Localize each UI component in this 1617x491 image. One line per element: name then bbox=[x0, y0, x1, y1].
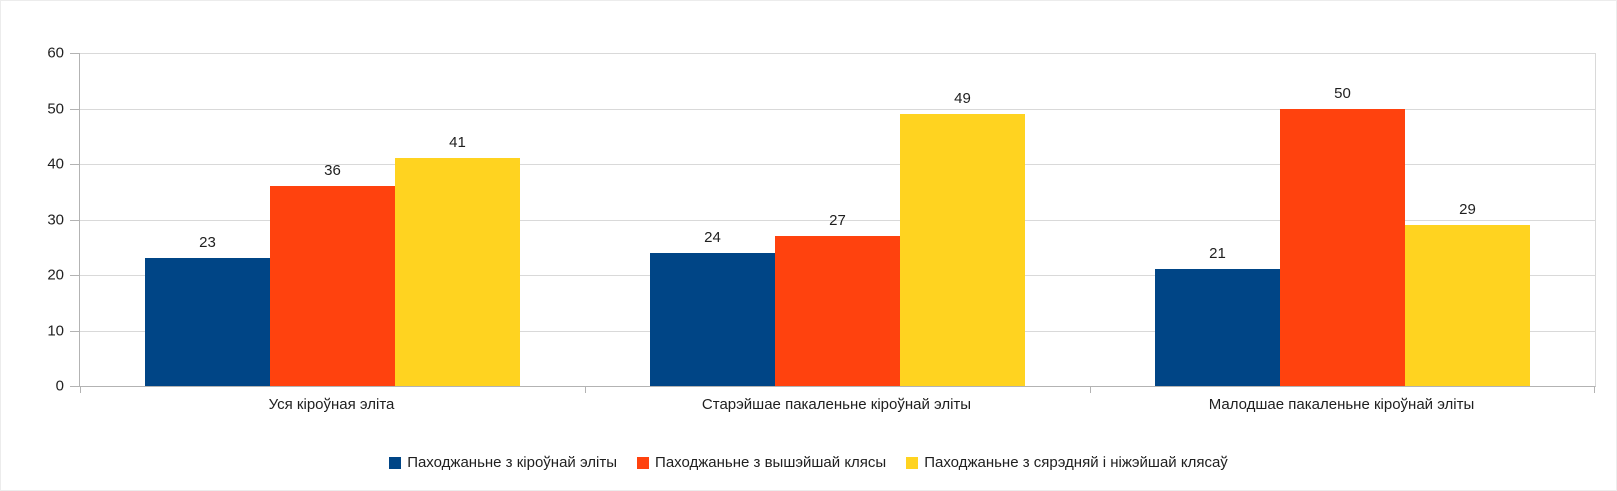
bar-series3-group2 bbox=[900, 114, 1025, 386]
bar-series1-group3 bbox=[1155, 269, 1280, 386]
plot-area: 0 10 20 30 40 50 60 23 36 41 24 27 49 21 50 29 bbox=[47, 45, 1596, 395]
legend-swatch-icon bbox=[637, 456, 650, 469]
y-axis-tick bbox=[70, 53, 79, 54]
data-label: 23 bbox=[199, 234, 216, 252]
legend-label: Паходжаньне з вышэйшай клясы bbox=[655, 454, 887, 471]
y-axis-tick bbox=[70, 330, 79, 332]
legend-swatch-icon bbox=[389, 456, 402, 469]
data-label: 29 bbox=[1459, 201, 1476, 219]
x-axis-tick bbox=[80, 386, 81, 393]
data-label: 41 bbox=[449, 134, 466, 152]
data-label: 27 bbox=[829, 212, 846, 230]
legend-item: Паходжаньне з вышэйшай клясы bbox=[637, 454, 886, 471]
y-axis-tick bbox=[70, 275, 79, 276]
category-label: Малодшае пакаленьне кіроўнай эліты bbox=[1208, 396, 1475, 413]
bar-series2-group1 bbox=[270, 186, 395, 386]
legend-item: Паходжаньне з кіроўнай эліты bbox=[389, 454, 617, 471]
category-label: Старэйшае пакаленьне кіроўнай эліты bbox=[701, 396, 972, 413]
y-axis-tick-label: 40 bbox=[47, 155, 64, 173]
legend-swatch-icon bbox=[906, 456, 919, 469]
y-axis-tick bbox=[70, 108, 79, 110]
bar-series1-group1 bbox=[145, 258, 270, 386]
bar-series2-group2 bbox=[775, 236, 900, 386]
y-axis-tick bbox=[70, 164, 79, 165]
data-label: 49 bbox=[954, 90, 971, 108]
data-label: 50 bbox=[1334, 84, 1351, 102]
gridline-y-40 bbox=[80, 164, 1595, 165]
data-label: 24 bbox=[704, 228, 721, 246]
x-axis-tick bbox=[585, 386, 586, 393]
y-axis-tick bbox=[70, 219, 79, 221]
y-axis-tick-label: 30 bbox=[47, 211, 64, 228]
legend-label: Паходжаньне з кіроўнай эліты bbox=[407, 454, 618, 471]
bar-series1-group2 bbox=[650, 252, 775, 386]
gridline-y-60 bbox=[80, 53, 1595, 54]
legend: Паходжаньне з кіроўнай эліты Паходжаньне … bbox=[1, 454, 1616, 471]
y-axis-tick bbox=[70, 386, 79, 387]
legend-item: Паходжаньне з сярэдняй і ніжэйшай клясаў bbox=[906, 454, 1228, 471]
category-label: Уся кіроўная эліта bbox=[268, 396, 395, 413]
y-axis-tick-label: 50 bbox=[47, 100, 64, 117]
y-axis-tick-label: 20 bbox=[47, 266, 64, 284]
y-axis-tick-label: 10 bbox=[47, 322, 64, 339]
y-axis-tick-label: 0 bbox=[55, 377, 64, 395]
data-label: 21 bbox=[1209, 245, 1226, 263]
gridline-y-50 bbox=[80, 108, 1595, 110]
legend-label: Паходжаньне з сярэдняй і ніжэйшай клясаў bbox=[924, 454, 1228, 471]
y-axis-tick-label: 60 bbox=[47, 44, 64, 62]
data-label: 36 bbox=[324, 162, 341, 180]
x-axis-tick bbox=[1594, 386, 1595, 393]
gridline-y-30 bbox=[80, 219, 1595, 221]
bar-series3-group3 bbox=[1405, 225, 1530, 386]
bar-series2-group3 bbox=[1280, 108, 1405, 386]
bar-series3-group1 bbox=[395, 158, 520, 386]
x-axis-tick bbox=[1090, 386, 1091, 393]
